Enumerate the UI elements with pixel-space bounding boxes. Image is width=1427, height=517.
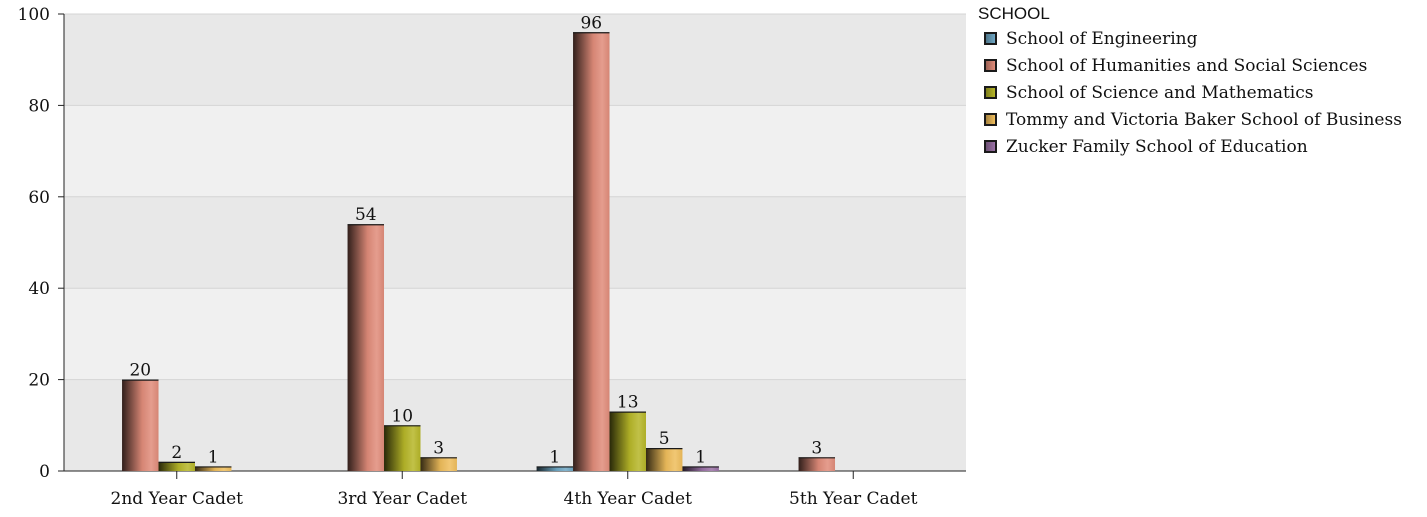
- legend: SCHOOL School of Engineering School of Hu…: [978, 3, 1402, 160]
- data-label: 1: [208, 447, 219, 467]
- grid-band: [64, 14, 966, 106]
- y-tick-label: 40: [28, 279, 50, 299]
- bar: [573, 32, 610, 471]
- x-tick-label: 2nd Year Cadet: [111, 489, 244, 509]
- data-label: 3: [811, 438, 822, 458]
- legend-swatch: [984, 140, 997, 153]
- data-label: 96: [580, 13, 602, 33]
- data-label: 20: [129, 361, 151, 381]
- bar: [420, 457, 457, 471]
- legend-label: School of Engineering: [1006, 28, 1198, 49]
- bar: [158, 461, 195, 471]
- x-tick-label: 3rd Year Cadet: [337, 489, 467, 509]
- legend-swatch: [984, 32, 997, 45]
- data-label: 5: [659, 429, 670, 449]
- legend-item: Zucker Family School of Education: [978, 133, 1402, 160]
- data-label: 10: [391, 406, 413, 426]
- data-label: 2: [171, 443, 182, 463]
- legend-label: Tommy and Victoria Baker School of Busin…: [1006, 109, 1402, 130]
- grid-band: [64, 196, 966, 289]
- data-label: 54: [355, 205, 377, 225]
- y-tick-label: 20: [28, 371, 50, 391]
- grid-band: [64, 105, 966, 197]
- bar: [347, 224, 385, 471]
- legend-label: Zucker Family School of Education: [1006, 136, 1308, 157]
- legend-swatch: [984, 59, 997, 72]
- bar: [536, 466, 574, 471]
- x-tick-label: 5th Year Cadet: [789, 489, 918, 509]
- data-label: 1: [549, 447, 560, 467]
- legend-item: School of Humanities and Social Sciences: [978, 52, 1402, 79]
- legend-swatch: [984, 113, 997, 126]
- legend-label: School of Humanities and Social Sciences: [1006, 55, 1368, 76]
- data-label: 13: [617, 393, 639, 413]
- data-label: 1: [695, 447, 706, 467]
- data-label: 3: [433, 438, 444, 458]
- bar: [122, 379, 159, 471]
- legend-label: School of Science and Mathematics: [1006, 82, 1314, 103]
- x-tick-label: 4th Year Cadet: [564, 489, 693, 509]
- legend-item: Tommy and Victoria Baker School of Busin…: [978, 106, 1402, 133]
- bar: [645, 448, 683, 471]
- y-tick-label: 100: [18, 5, 50, 25]
- legend-item: School of Engineering: [978, 25, 1402, 52]
- grid-band: [64, 379, 966, 471]
- y-tick-label: 80: [28, 96, 50, 116]
- bar: [194, 466, 232, 471]
- bar-chart: 0 20 40 60 80 100 2nd Year Cadet 20 2 1 3rd Year C…: [18, 5, 966, 509]
- bar: [609, 411, 646, 471]
- bar: [384, 425, 421, 471]
- y-tick-label: 0: [39, 462, 50, 482]
- legend-item: School of Science and Mathematics: [978, 79, 1402, 106]
- legend-swatch: [984, 86, 997, 99]
- legend-title: SCHOOL: [978, 4, 1050, 23]
- grid-band: [64, 288, 966, 380]
- bar: [682, 466, 719, 471]
- bar: [798, 457, 836, 471]
- y-tick-label: 60: [28, 188, 50, 208]
